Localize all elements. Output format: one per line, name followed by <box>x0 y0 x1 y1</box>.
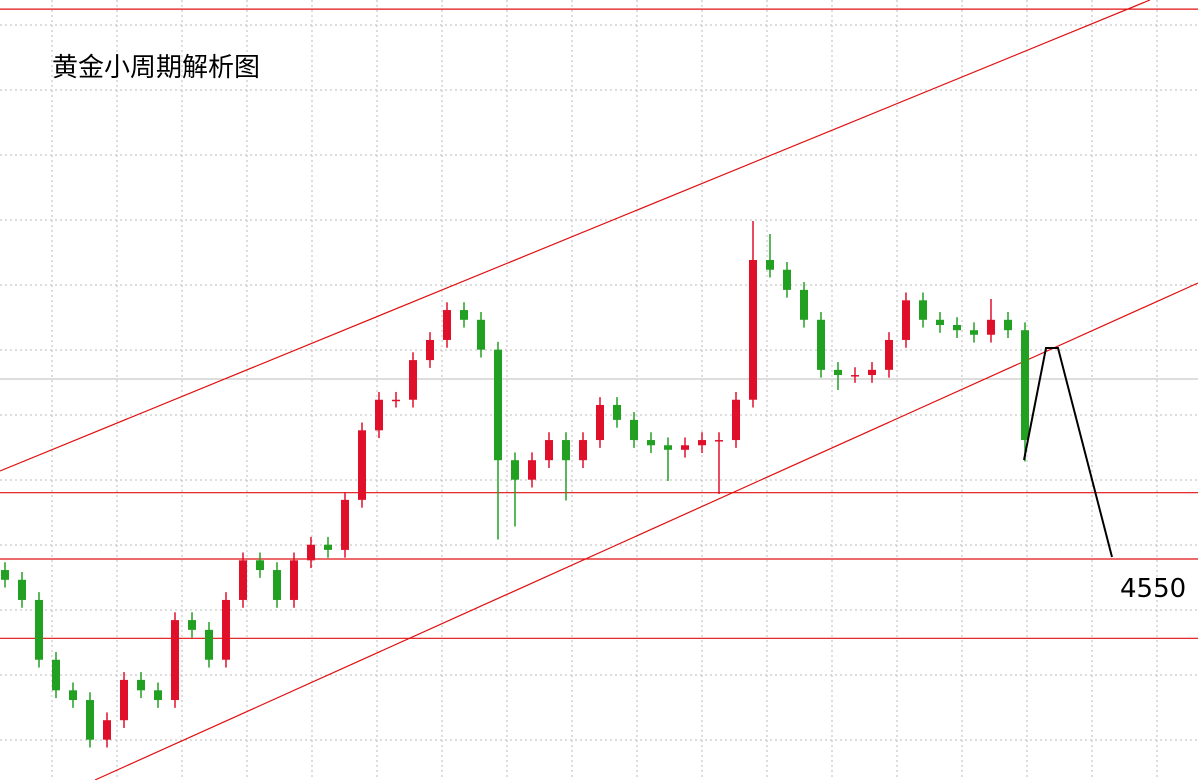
candle-body <box>409 360 417 400</box>
candle-body <box>783 269 791 290</box>
candle-body <box>953 325 961 331</box>
candle-body <box>69 690 77 701</box>
level-label: 4550 <box>1120 574 1186 604</box>
candle-body <box>545 440 553 461</box>
candle-body <box>732 399 740 441</box>
candle-body <box>528 460 536 480</box>
candle-body <box>103 720 111 740</box>
candle-body <box>324 544 332 550</box>
candle-body <box>256 560 264 571</box>
candle-body <box>392 399 400 402</box>
plot <box>0 8 1198 748</box>
candle-body <box>341 499 349 550</box>
candle-body <box>681 445 689 450</box>
candle-body <box>987 319 995 335</box>
candle-body <box>205 629 213 660</box>
candle-body <box>1 570 9 580</box>
candle-body <box>579 440 587 461</box>
candle-body <box>936 319 944 325</box>
chart-title: 黄金小周期解析图 <box>52 53 260 83</box>
candle-body <box>749 260 757 400</box>
candle-body <box>885 339 893 370</box>
candle-body <box>494 349 502 461</box>
candle-body <box>52 659 60 691</box>
candle-body <box>715 440 723 442</box>
candle-body <box>834 369 842 376</box>
candle-body <box>664 445 672 450</box>
channel-lower <box>94 282 1198 780</box>
candle-body <box>970 330 978 335</box>
candle-body <box>1021 330 1029 441</box>
candle-body <box>511 460 519 480</box>
candle-body <box>460 310 468 320</box>
candle-body <box>154 690 162 701</box>
candle-body <box>426 339 434 361</box>
candle-body <box>358 430 366 500</box>
candle-body <box>35 599 43 660</box>
candle-body <box>817 319 825 370</box>
candle-body <box>375 399 383 431</box>
candle-body <box>307 544 315 561</box>
candle-body <box>188 620 196 630</box>
candle-body <box>443 310 451 340</box>
candle-body <box>919 300 927 320</box>
candle-body <box>630 419 638 441</box>
candle-body <box>120 679 128 721</box>
candle-body <box>86 700 94 740</box>
candle-body <box>239 560 247 600</box>
candle-body <box>273 570 281 600</box>
candle-body <box>613 404 621 420</box>
candle-body <box>137 679 145 691</box>
candle-body <box>222 599 230 660</box>
channel-upper <box>0 0 1151 472</box>
candle-body <box>18 579 26 600</box>
candle-body <box>647 440 655 446</box>
candle-body <box>477 319 485 350</box>
candle-body <box>766 260 774 270</box>
candle-body <box>171 620 179 701</box>
candle-body <box>562 440 570 461</box>
projection-path <box>1023 347 1113 558</box>
candle-body <box>851 375 859 377</box>
candle-body <box>698 440 706 446</box>
candle-body <box>868 369 876 376</box>
candle-body <box>800 289 808 320</box>
candle-body <box>290 560 298 600</box>
candle-body <box>596 404 604 441</box>
candle-body <box>902 300 910 340</box>
candle-body <box>1004 319 1012 331</box>
